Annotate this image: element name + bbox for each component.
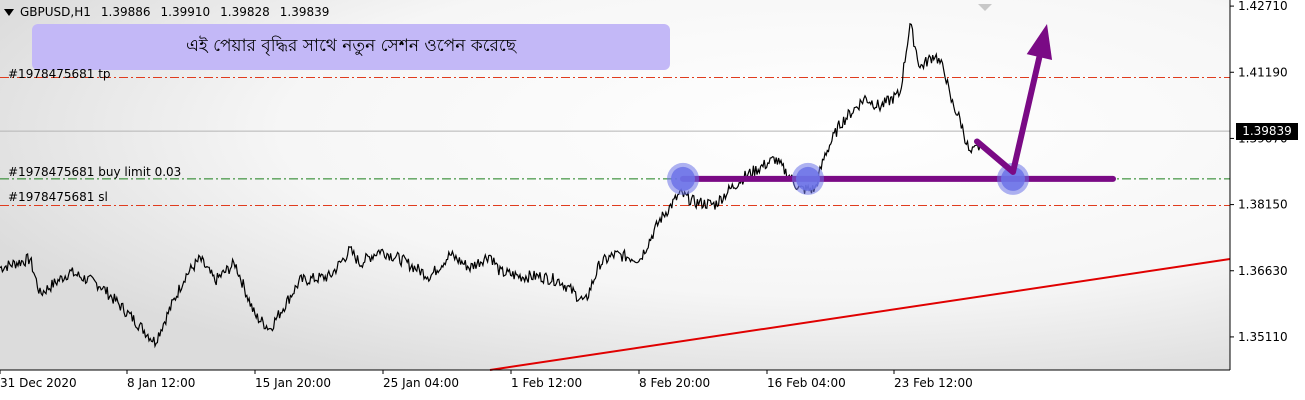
buy-limit-label[interactable]: #1978475681 buy limit 0.03: [8, 165, 182, 179]
touch-point-circle[interactable]: [671, 166, 695, 191]
dropdown-triangle-icon[interactable]: [4, 8, 14, 16]
x-tick-label: 8 Jan 12:00: [127, 376, 195, 390]
x-tick-label: 25 Jan 04:00: [383, 376, 459, 390]
y-tick-label: 1.42710: [1238, 0, 1288, 13]
arrow-head: [1026, 23, 1053, 60]
chart-shift-marker[interactable]: [978, 4, 992, 11]
trendline[interactable]: [489, 258, 1231, 371]
open-price: 1.39886: [100, 5, 151, 19]
banner-text: এই পেয়ার বৃদ্ধির সাথে নতুন সেশন ওপেন কর…: [185, 36, 517, 56]
y-tick-label: 1.41190: [1238, 65, 1288, 79]
high-price: 1.39910: [160, 5, 211, 19]
y-tick-label: 1.36630: [1238, 264, 1288, 278]
bounce-arrow-line[interactable]: [974, 54, 1043, 175]
symbol-timeframe: GBPUSD,H1: [20, 5, 91, 19]
y-tick-label: 1.38150: [1238, 198, 1288, 212]
x-tick-label: 15 Jan 20:00: [255, 376, 331, 390]
touch-point-circle[interactable]: [1001, 166, 1025, 191]
tp-label[interactable]: #1978475681 tp: [8, 67, 111, 81]
touch-point-circle[interactable]: [796, 166, 820, 191]
sl-label[interactable]: #1978475681 sl: [8, 190, 108, 204]
annotation-banner: এই পেয়ার বৃদ্ধির সাথে নতুন সেশন ওপেন কর…: [32, 24, 670, 70]
x-tick-label: 1 Feb 12:00: [511, 376, 582, 390]
close-price: 1.39839: [279, 5, 330, 19]
y-tick-label: 1.35110: [1238, 330, 1288, 344]
current-price-label: 1.39839: [1236, 123, 1298, 140]
chart-header: GBPUSD,H1 1.39886 1.39910 1.39828 1.3983…: [0, 3, 329, 21]
x-tick-label: 16 Feb 04:00: [767, 376, 846, 390]
x-tick-label: 8 Feb 20:00: [639, 376, 710, 390]
x-tick-label: 23 Feb 12:00: [894, 376, 973, 390]
low-price: 1.39828: [220, 5, 270, 19]
x-tick-label: 31 Dec 2020: [0, 376, 77, 390]
